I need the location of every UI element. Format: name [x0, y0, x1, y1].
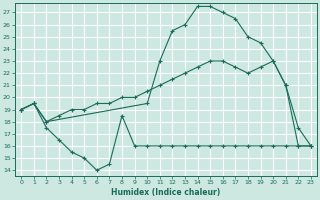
X-axis label: Humidex (Indice chaleur): Humidex (Indice chaleur) [111, 188, 221, 197]
